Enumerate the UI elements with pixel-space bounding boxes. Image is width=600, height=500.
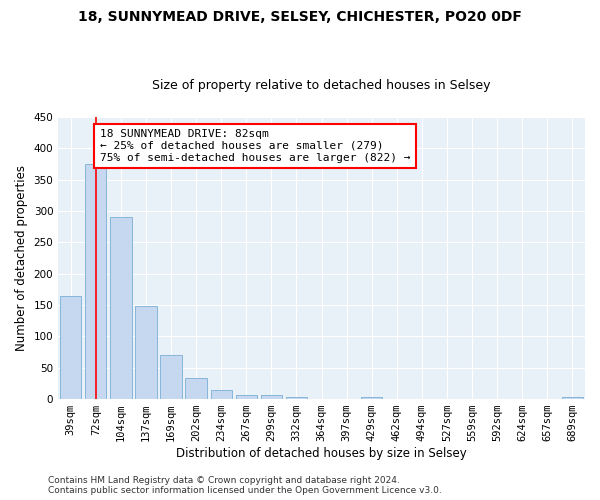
Bar <box>160 355 182 399</box>
Bar <box>85 164 106 399</box>
Title: Size of property relative to detached houses in Selsey: Size of property relative to detached ho… <box>152 79 491 92</box>
Text: Contains HM Land Registry data © Crown copyright and database right 2024.
Contai: Contains HM Land Registry data © Crown c… <box>48 476 442 495</box>
Bar <box>60 296 82 399</box>
Bar <box>286 396 307 399</box>
Bar <box>562 396 583 399</box>
Bar <box>136 306 157 399</box>
Text: 18 SUNNYMEAD DRIVE: 82sqm
← 25% of detached houses are smaller (279)
75% of semi: 18 SUNNYMEAD DRIVE: 82sqm ← 25% of detac… <box>100 130 410 162</box>
Bar <box>185 378 207 399</box>
Bar <box>211 390 232 399</box>
Bar <box>261 396 282 399</box>
Y-axis label: Number of detached properties: Number of detached properties <box>15 165 28 351</box>
Bar <box>110 217 131 399</box>
X-axis label: Distribution of detached houses by size in Selsey: Distribution of detached houses by size … <box>176 447 467 460</box>
Bar <box>361 396 382 399</box>
Bar <box>236 394 257 399</box>
Text: 18, SUNNYMEAD DRIVE, SELSEY, CHICHESTER, PO20 0DF: 18, SUNNYMEAD DRIVE, SELSEY, CHICHESTER,… <box>78 10 522 24</box>
